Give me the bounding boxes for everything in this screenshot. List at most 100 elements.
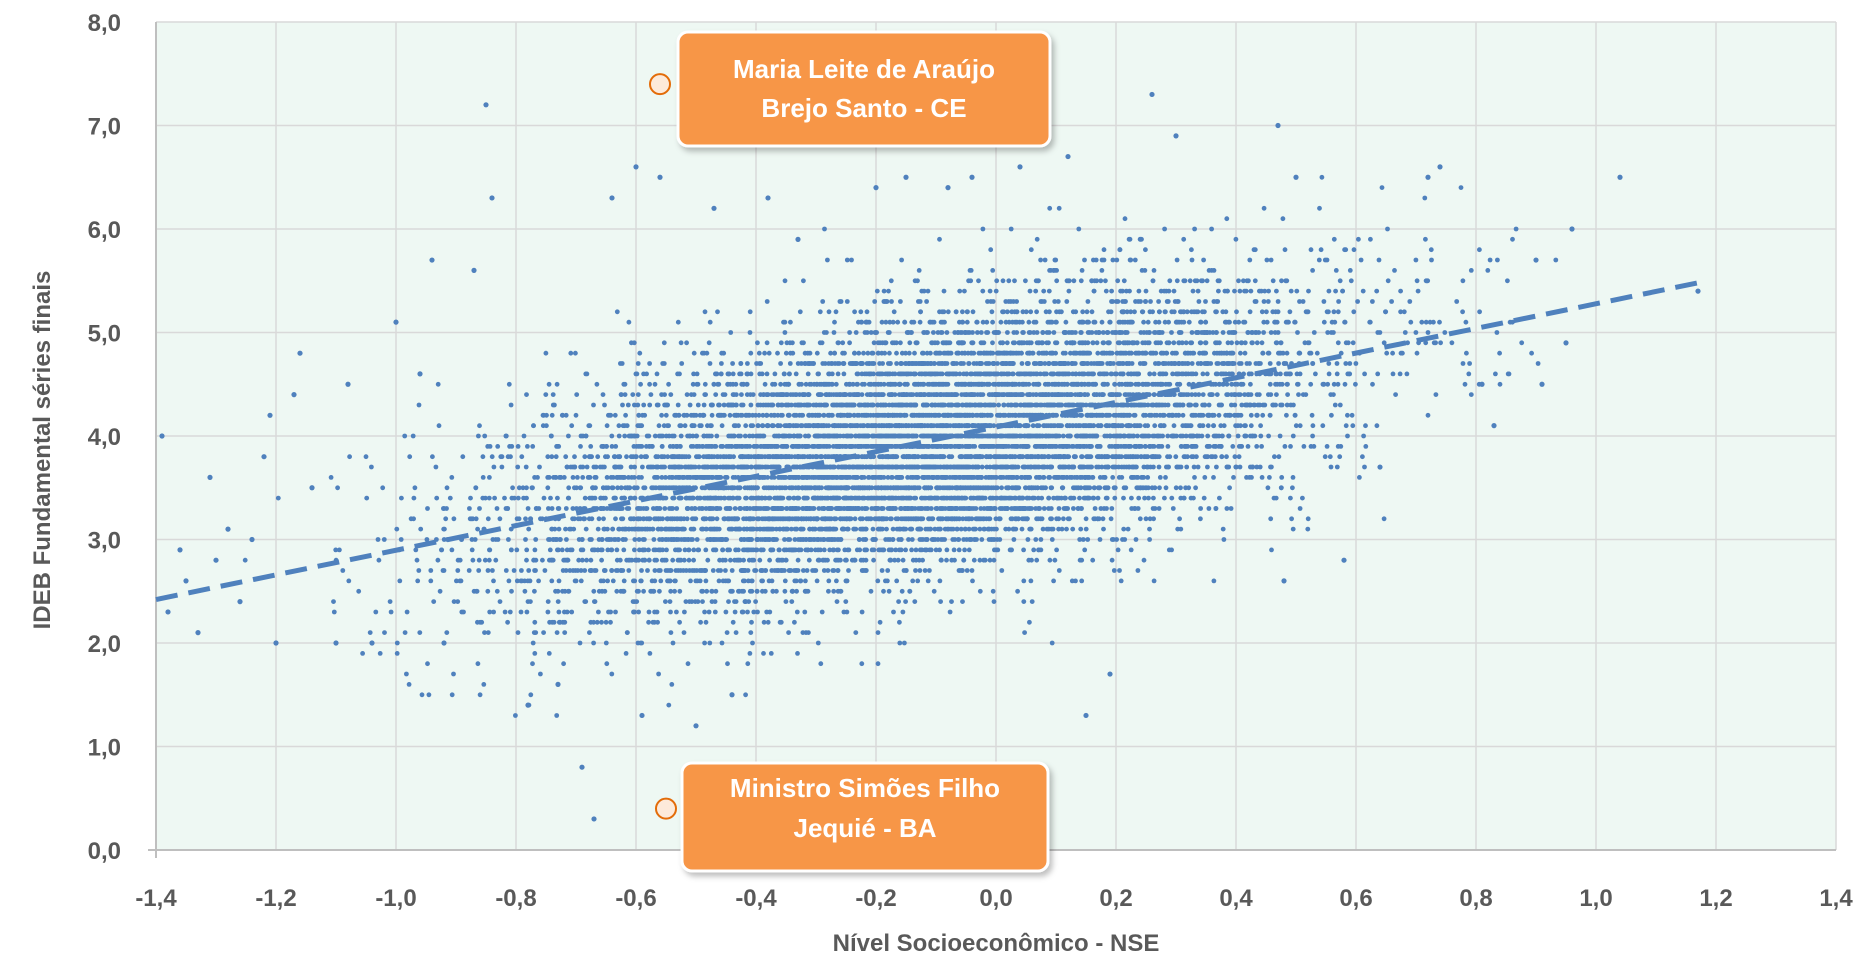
data-point (764, 371, 770, 377)
data-point (955, 350, 961, 356)
data-point (621, 547, 627, 553)
data-point (1477, 247, 1482, 253)
data-point (1423, 340, 1429, 346)
data-point (1260, 412, 1266, 418)
data-point (1054, 319, 1059, 325)
data-point (972, 444, 978, 449)
data-point (778, 340, 784, 346)
data-point (902, 640, 907, 646)
data-point (747, 651, 753, 656)
data-point (613, 444, 619, 449)
data-point (672, 588, 677, 594)
data-point (1012, 278, 1017, 284)
data-point (806, 361, 812, 366)
data-point (1174, 278, 1180, 284)
data-point (786, 495, 791, 501)
data-point (642, 485, 648, 491)
data-point (1059, 485, 1065, 491)
data-point (1000, 340, 1006, 346)
data-point (1031, 547, 1037, 553)
data-point (939, 309, 945, 315)
data-point (555, 599, 561, 604)
data-point (1173, 319, 1179, 325)
data-point (814, 350, 820, 356)
data-point (831, 330, 837, 335)
data-point (984, 319, 990, 325)
data-point (1326, 371, 1332, 377)
data-point (1328, 464, 1334, 470)
data-point (1173, 485, 1179, 491)
data-point (1296, 392, 1301, 397)
data-point (712, 609, 718, 615)
data-point (1113, 371, 1119, 377)
data-point (802, 609, 808, 615)
data-point (671, 433, 677, 439)
data-point (719, 423, 725, 429)
data-point (1333, 268, 1339, 273)
data-point (793, 371, 799, 377)
data-point (514, 547, 520, 553)
data-point (1105, 330, 1110, 335)
data-point (887, 350, 892, 356)
data-point (1413, 257, 1419, 263)
data-point (903, 350, 908, 356)
data-point (794, 609, 800, 615)
data-point (987, 288, 993, 294)
data-point (628, 464, 634, 470)
data-point (605, 578, 610, 584)
data-point (1290, 475, 1296, 480)
data-point (774, 588, 779, 594)
data-point (959, 350, 965, 356)
data-point (1231, 475, 1236, 480)
data-point (407, 454, 413, 460)
data-point (991, 423, 997, 429)
data-point (1175, 299, 1180, 304)
data-point (1200, 392, 1206, 397)
data-point (687, 402, 693, 408)
data-point (485, 630, 491, 635)
data-point (1229, 340, 1234, 346)
data-point (738, 371, 744, 377)
data-point (1214, 464, 1219, 470)
data-point (1402, 330, 1408, 335)
data-point (835, 371, 841, 377)
data-point (938, 599, 943, 604)
data-point (1268, 464, 1273, 470)
data-point (710, 568, 716, 573)
data-point (827, 547, 833, 553)
data-point (692, 506, 698, 511)
data-point (599, 619, 604, 625)
data-point (1290, 526, 1296, 532)
data-point (1226, 330, 1232, 335)
data-point (1151, 371, 1157, 377)
data-point (1297, 423, 1303, 429)
data-point (615, 537, 621, 542)
data-point (555, 495, 560, 501)
data-point (1261, 319, 1267, 325)
data-point (797, 309, 803, 315)
data-point (1162, 319, 1168, 325)
data-point (549, 578, 555, 584)
data-point (826, 578, 832, 584)
data-point (1305, 526, 1311, 532)
data-point (1309, 412, 1315, 418)
data-point (1150, 433, 1156, 439)
data-point (529, 485, 535, 491)
data-point (603, 640, 609, 646)
data-point (554, 381, 560, 387)
data-point (719, 640, 725, 646)
data-point (1011, 537, 1017, 542)
data-point (1083, 526, 1089, 532)
data-point (896, 599, 901, 604)
data-point (1248, 412, 1254, 418)
data-point (487, 547, 492, 553)
data-point (829, 371, 835, 377)
data-point (834, 599, 840, 604)
data-point (1196, 392, 1202, 397)
data-point (574, 506, 579, 511)
data-point (1460, 278, 1466, 284)
data-point (480, 475, 486, 480)
data-point (1232, 412, 1237, 418)
data-point (1204, 278, 1210, 284)
data-point (1422, 195, 1428, 201)
